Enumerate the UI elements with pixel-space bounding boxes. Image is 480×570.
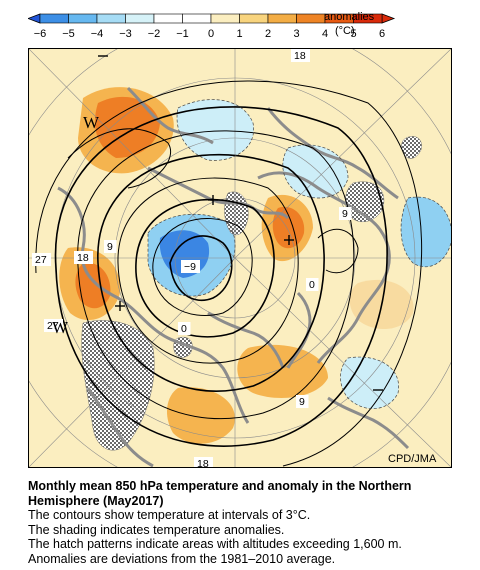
warm-marks: W W xyxy=(52,113,100,337)
svg-text:9: 9 xyxy=(107,241,113,253)
caption-hatch-note: The hatch patterns indicate areas with a… xyxy=(28,537,402,551)
contour-label: 18 xyxy=(194,457,213,468)
colorbar-high-arrow xyxy=(381,13,396,24)
svg-text:0: 0 xyxy=(181,323,187,335)
map-frame xyxy=(28,48,452,468)
colorbar-swatch xyxy=(96,13,126,24)
caption-title-line-2: Hemisphere (May2017) xyxy=(28,493,164,508)
warm-anomaly-north-america-core xyxy=(75,262,111,309)
contour-label: 18 xyxy=(74,251,93,264)
caption-shading-note: The shading indicates temperature anomal… xyxy=(28,522,285,537)
warm-anomaly-south-atlantic xyxy=(166,387,235,444)
figure-caption: Monthly mean 850 hPa temperature and ano… xyxy=(28,479,468,566)
cool-anomaly-pacific xyxy=(401,197,452,267)
contour-label: 18 xyxy=(291,49,310,62)
colorbar-swatch xyxy=(239,13,269,24)
contour-label: 9 xyxy=(104,240,117,253)
contour-labels: 18 27 18 9 −9 0 9 0 27 9 18 xyxy=(32,49,352,468)
colorbar-tick-label: 3 xyxy=(293,28,299,40)
lat-lon-grid xyxy=(28,48,452,468)
colorbar-swatch xyxy=(210,13,240,24)
colorbar-tick-label: −1 xyxy=(176,28,189,40)
svg-text:18: 18 xyxy=(77,252,89,264)
colorbar-tick-labels: −6 −5 −4 −3 −2 −1 0 1 2 3 4 5 6 xyxy=(34,28,385,40)
caption-contours-note: The contours show temperature at interva… xyxy=(28,508,311,522)
contour-label: 0 xyxy=(178,322,191,335)
caption-title-line-1: Monthly mean 850 hPa temperature and ano… xyxy=(28,479,412,493)
colorbar-swatch xyxy=(39,13,69,24)
colorbar-tick-label: −6 xyxy=(34,28,47,40)
cool-anomaly-north-atlantic xyxy=(177,99,254,161)
colorbar-swatch xyxy=(267,13,297,24)
svg-text:27: 27 xyxy=(35,254,47,266)
map-credit: CPD/JMA xyxy=(388,453,437,465)
colorbar-tick-label: 5 xyxy=(350,28,356,40)
warm-anomaly-east-siberia-core xyxy=(272,206,305,249)
contour-label: 0 xyxy=(306,278,319,291)
hatch-rockies xyxy=(81,320,155,451)
warm-mark: W xyxy=(83,113,100,132)
svg-text:18: 18 xyxy=(197,458,209,468)
svg-text:9: 9 xyxy=(342,208,348,220)
colorbar-swatch xyxy=(125,13,155,24)
svg-text:−9: −9 xyxy=(184,261,196,273)
hemisphere-map: 18 27 18 9 −9 0 9 0 27 9 18 W W CPD/JMA xyxy=(28,48,452,468)
colorbar-unit: (°C) xyxy=(335,25,355,37)
colorbar-swatch xyxy=(296,13,326,24)
contour-label: 27 xyxy=(44,319,63,332)
colorbar-tick-label: −3 xyxy=(119,28,132,40)
anomaly-dashed-contours xyxy=(147,99,452,410)
colorbar-tick-label: −2 xyxy=(148,28,161,40)
colorbar-swatches xyxy=(28,13,396,24)
anomaly-colorbar: −6 −5 −4 −3 −2 −1 0 1 2 3 4 5 6 anomalies (°C) xyxy=(28,11,396,40)
plus-markers xyxy=(98,55,383,391)
colorbar-tick-label: −4 xyxy=(91,28,104,40)
colorbar-tick-label: 0 xyxy=(208,28,214,40)
svg-text:0: 0 xyxy=(309,279,315,291)
contour-label: 9 xyxy=(296,395,309,408)
warm-mark: W xyxy=(52,318,69,337)
colorbar-tick-label: 1 xyxy=(236,28,242,40)
cool-anomaly-south-pacific xyxy=(340,357,399,409)
colorbar-unit-label: anomalies xyxy=(324,11,375,23)
colorbar-tick-label: 6 xyxy=(379,28,385,40)
svg-text:9: 9 xyxy=(299,396,305,408)
contour-label: −9 xyxy=(181,260,200,273)
colorbar-swatch xyxy=(182,13,212,24)
contour-label: 27 xyxy=(32,253,51,266)
caption-baseline-note: Anomalies are deviations from the 1981–2… xyxy=(28,551,336,566)
colorbar-swatch xyxy=(68,13,98,24)
colorbar-swatch xyxy=(153,13,183,24)
colorbar-swatch xyxy=(353,13,383,24)
contour-label: 9 xyxy=(339,207,352,220)
colorbar-tick-label: −5 xyxy=(62,28,75,40)
colorbar-tick-label: 2 xyxy=(265,28,271,40)
colorbar-low-arrow xyxy=(28,13,41,24)
svg-text:18: 18 xyxy=(294,50,306,62)
svg-text:27: 27 xyxy=(47,320,59,332)
hatch-east-asia xyxy=(401,136,422,159)
temperature-contours xyxy=(35,80,423,467)
warm-anomaly-south-asia xyxy=(237,344,328,398)
colorbar-tick-label: 4 xyxy=(322,28,328,40)
